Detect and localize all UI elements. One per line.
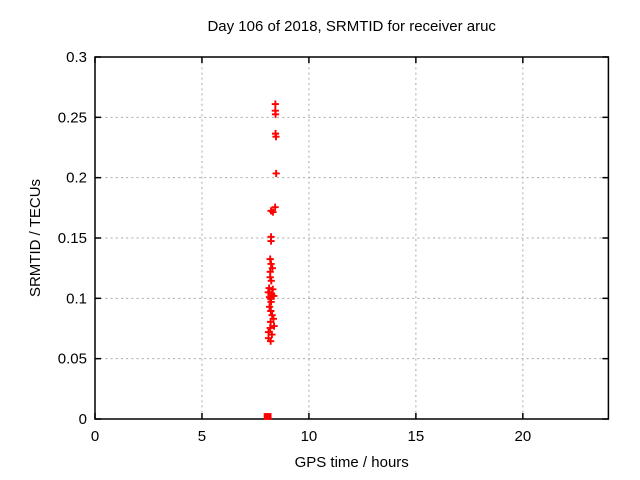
data-point	[270, 322, 278, 330]
data-point	[267, 237, 275, 245]
data-point	[265, 303, 274, 311]
x-axis-label: GPS time / hours	[295, 454, 409, 471]
data-point	[268, 311, 276, 319]
data-point	[266, 324, 274, 332]
data-point	[269, 208, 277, 216]
zero-cluster-point	[264, 413, 272, 420]
data-point	[267, 298, 275, 306]
x-tick-label: 15	[408, 428, 425, 445]
grid-layer	[95, 57, 609, 419]
x-tick-label: 10	[301, 428, 318, 445]
y-tick-label: 0.3	[66, 49, 87, 66]
data-point	[269, 285, 277, 293]
y-tick-label: 0.1	[66, 290, 87, 307]
chart-title: Day 106 of 2018, SRMTID for receiver aru…	[207, 18, 496, 35]
x-tick-label: 0	[91, 428, 99, 445]
data-point	[272, 169, 280, 178]
data-point	[267, 260, 275, 268]
y-tick-label: 0.2	[66, 170, 87, 187]
data-point	[267, 307, 275, 315]
y-tick-label: 0	[79, 411, 87, 428]
data-point	[267, 277, 275, 285]
data-point	[268, 330, 276, 339]
tick-label-layer: 0 5 10 15 20 0 0.05 0.1 0.15 0.2 0.25 0.3	[58, 49, 531, 445]
data-point	[267, 318, 275, 326]
data-point-layer	[263, 100, 280, 420]
data-point	[266, 273, 274, 281]
data-point	[271, 100, 279, 108]
y-tick-label: 0.25	[58, 109, 87, 126]
data-point	[268, 264, 276, 272]
data-point	[272, 133, 280, 141]
data-point	[267, 337, 275, 345]
data-point	[271, 203, 279, 211]
y-tick-label: 0.15	[58, 230, 87, 247]
x-tick-label: 5	[198, 428, 206, 445]
data-point	[271, 110, 280, 118]
tick-layer	[94, 56, 609, 420]
y-axis-label: SRMTID / TECUs	[27, 179, 44, 297]
y-tick-label: 0.05	[58, 351, 87, 368]
x-tick-label: 20	[514, 428, 531, 445]
